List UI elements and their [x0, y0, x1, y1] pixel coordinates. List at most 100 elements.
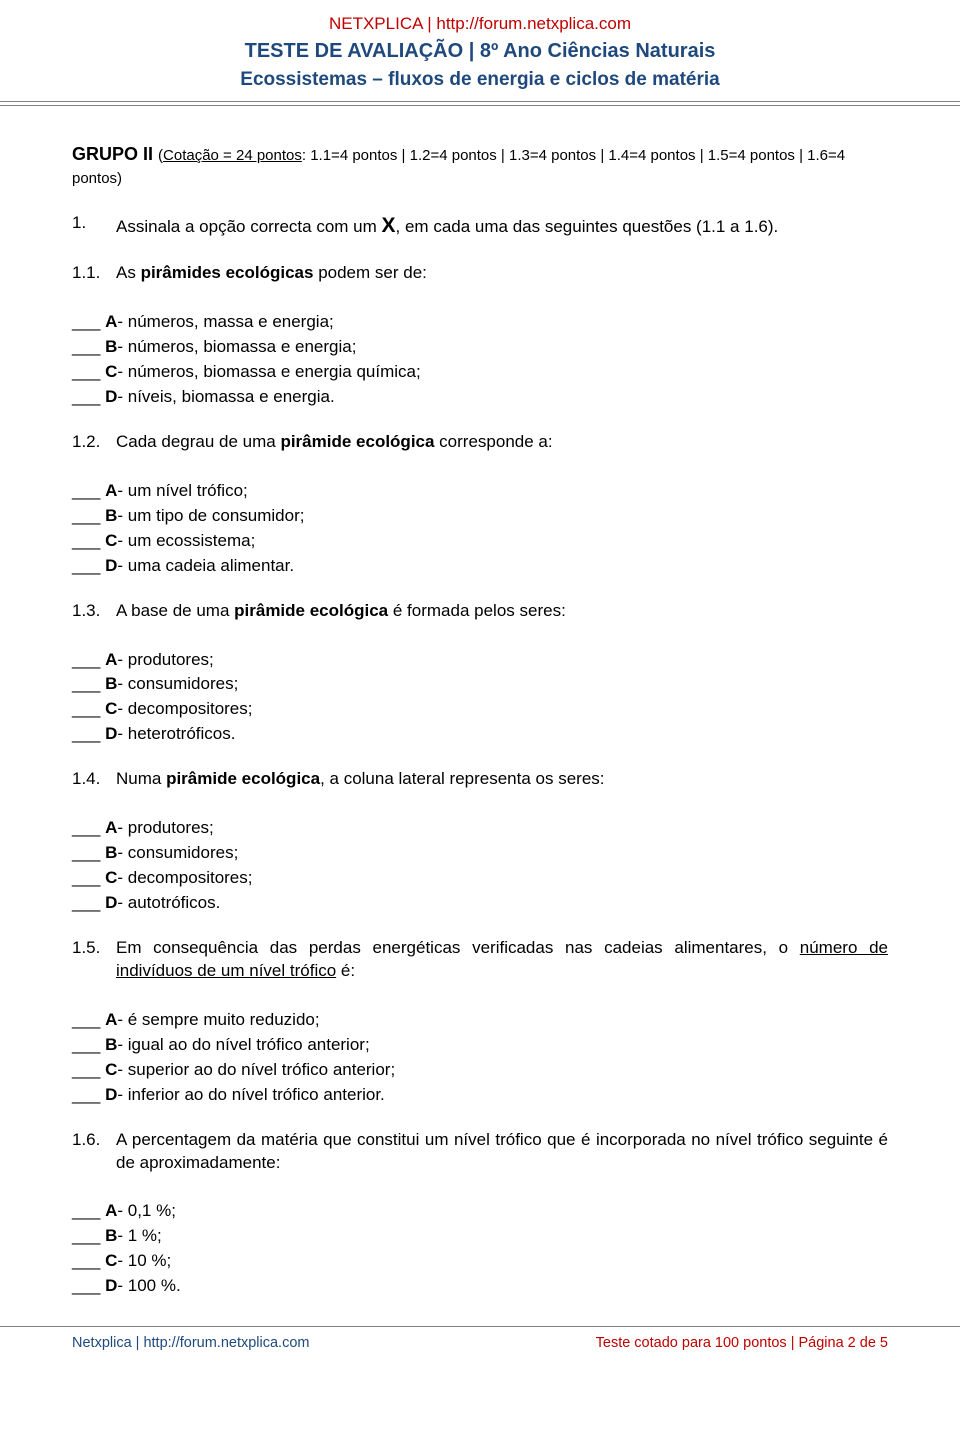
- answer-blank[interactable]: ___: [72, 893, 105, 912]
- question-head: 1.6.A percentagem da matéria que constit…: [72, 1129, 888, 1175]
- answer-blank[interactable]: ___: [72, 362, 105, 381]
- answer-blank[interactable]: ___: [72, 1085, 105, 1104]
- answer-blank[interactable]: ___: [72, 1226, 105, 1245]
- option-letter: C: [105, 1251, 117, 1270]
- main-instruction: 1. Assinala a opção correcta com um X, e…: [72, 212, 888, 240]
- option-letter: C: [105, 531, 117, 550]
- question-head: 1.4.Numa pirâmide ecológica, a coluna la…: [72, 768, 888, 791]
- answer-blank[interactable]: ___: [72, 1251, 105, 1270]
- answer-blank[interactable]: ___: [72, 818, 105, 837]
- page-footer: Netxplica | http://forum.netxplica.com T…: [0, 1327, 960, 1371]
- option-line[interactable]: ___ D- níveis, biomassa e energia.: [72, 386, 888, 409]
- option-line[interactable]: ___ A- produtores;: [72, 649, 888, 672]
- option-line[interactable]: ___ B- consumidores;: [72, 842, 888, 865]
- option-text: - 100 %.: [117, 1276, 180, 1295]
- option-text: - decompositores;: [117, 699, 252, 718]
- question-block: 1.1.As pirâmides ecológicas podem ser de…: [72, 262, 888, 409]
- option-letter: C: [105, 699, 117, 718]
- page-header: NETXPLICA | http://forum.netxplica.com T…: [0, 0, 960, 91]
- question-block: 1.5.Em consequência das perdas energétic…: [72, 937, 888, 1107]
- content-area: GRUPO II (Cotação = 24 pontos: 1.1=4 pon…: [0, 142, 960, 1298]
- answer-blank[interactable]: ___: [72, 1010, 105, 1029]
- option-line[interactable]: ___ D- uma cadeia alimentar.: [72, 555, 888, 578]
- option-text: - uma cadeia alimentar.: [117, 556, 294, 575]
- question-number: 1.1.: [72, 262, 116, 285]
- answer-blank[interactable]: ___: [72, 481, 105, 500]
- option-letter: B: [105, 1226, 117, 1245]
- option-line[interactable]: ___ B- um tipo de consumidor;: [72, 505, 888, 528]
- answer-blank[interactable]: ___: [72, 868, 105, 887]
- option-line[interactable]: ___ B- consumidores;: [72, 673, 888, 696]
- option-line[interactable]: ___ A- 0,1 %;: [72, 1200, 888, 1223]
- question-number: 1.3.: [72, 600, 116, 623]
- option-text: - igual ao do nível trófico anterior;: [117, 1035, 369, 1054]
- answer-blank[interactable]: ___: [72, 337, 105, 356]
- option-letter: D: [105, 724, 117, 743]
- question-text: A percentagem da matéria que constitui u…: [116, 1129, 888, 1175]
- option-line[interactable]: ___ C- decompositores;: [72, 698, 888, 721]
- option-line[interactable]: ___ B- números, biomassa e energia;: [72, 336, 888, 359]
- option-line[interactable]: ___ B- igual ao do nível trófico anterio…: [72, 1034, 888, 1057]
- option-text: - consumidores;: [117, 843, 238, 862]
- options-list: ___ A- produtores;___ B- consumidores;__…: [72, 817, 888, 915]
- answer-blank[interactable]: ___: [72, 556, 105, 575]
- option-text: - um tipo de consumidor;: [117, 506, 304, 525]
- answer-blank[interactable]: ___: [72, 674, 105, 693]
- option-text: - inferior ao do nível trófico anterior.: [117, 1085, 384, 1104]
- answer-blank[interactable]: ___: [72, 387, 105, 406]
- option-letter: D: [105, 1085, 117, 1104]
- option-text: - autotróficos.: [117, 893, 220, 912]
- option-text: - um nível trófico;: [117, 481, 247, 500]
- group-title: GRUPO II: [72, 144, 158, 164]
- question-head: 1.2.Cada degrau de uma pirâmide ecológic…: [72, 431, 888, 454]
- answer-blank[interactable]: ___: [72, 650, 105, 669]
- options-list: ___ A- números, massa e energia;___ B- n…: [72, 311, 888, 409]
- option-letter: B: [105, 337, 117, 356]
- option-letter: C: [105, 868, 117, 887]
- option-line[interactable]: ___ C- 10 %;: [72, 1250, 888, 1273]
- option-line[interactable]: ___ A- números, massa e energia;: [72, 311, 888, 334]
- answer-blank[interactable]: ___: [72, 1201, 105, 1220]
- answer-blank[interactable]: ___: [72, 312, 105, 331]
- option-text: - 10 %;: [117, 1251, 171, 1270]
- question-block: 1.2.Cada degrau de uma pirâmide ecológic…: [72, 431, 888, 578]
- option-line[interactable]: ___ A- é sempre muito reduzido;: [72, 1009, 888, 1032]
- answer-blank[interactable]: ___: [72, 843, 105, 862]
- answer-blank[interactable]: ___: [72, 724, 105, 743]
- option-line[interactable]: ___ A- produtores;: [72, 817, 888, 840]
- answer-blank[interactable]: ___: [72, 1035, 105, 1054]
- option-line[interactable]: ___ B- 1 %;: [72, 1225, 888, 1248]
- answer-blank[interactable]: ___: [72, 531, 105, 550]
- option-line[interactable]: ___ D- 100 %.: [72, 1275, 888, 1298]
- option-line[interactable]: ___ D- heterotróficos.: [72, 723, 888, 746]
- option-letter: B: [105, 674, 117, 693]
- option-text: - 0,1 %;: [117, 1201, 176, 1220]
- question-number: 1.2.: [72, 431, 116, 454]
- option-text: - níveis, biomassa e energia.: [117, 387, 334, 406]
- option-line[interactable]: ___ C- um ecossistema;: [72, 530, 888, 553]
- options-list: ___ A- produtores;___ B- consumidores;__…: [72, 649, 888, 747]
- option-line[interactable]: ___ A- um nível trófico;: [72, 480, 888, 503]
- option-text: - produtores;: [117, 650, 213, 669]
- option-line[interactable]: ___ D- autotróficos.: [72, 892, 888, 915]
- option-letter: D: [105, 556, 117, 575]
- option-letter: D: [105, 1276, 117, 1295]
- question-text: Cada degrau de uma pirâmide ecológica co…: [116, 431, 888, 454]
- option-letter: B: [105, 1035, 117, 1054]
- option-line[interactable]: ___ C- números, biomassa e energia quími…: [72, 361, 888, 384]
- option-letter: A: [105, 312, 117, 331]
- answer-blank[interactable]: ___: [72, 506, 105, 525]
- option-letter: B: [105, 506, 117, 525]
- option-letter: A: [105, 650, 117, 669]
- header-divider: [0, 101, 960, 106]
- answer-blank[interactable]: ___: [72, 699, 105, 718]
- option-line[interactable]: ___ C- decompositores;: [72, 867, 888, 890]
- option-text: - produtores;: [117, 818, 213, 837]
- option-line[interactable]: ___ D- inferior ao do nível trófico ante…: [72, 1084, 888, 1107]
- group-subtitle: (Cotação = 24 pontos: 1.1=4 pontos | 1.2…: [72, 147, 845, 187]
- option-text: - números, biomassa e energia;: [117, 337, 356, 356]
- header-title: TESTE DE AVALIAÇÃO | 8º Ano Ciências Nat…: [0, 40, 960, 63]
- answer-blank[interactable]: ___: [72, 1276, 105, 1295]
- option-line[interactable]: ___ C- superior ao do nível trófico ante…: [72, 1059, 888, 1082]
- answer-blank[interactable]: ___: [72, 1060, 105, 1079]
